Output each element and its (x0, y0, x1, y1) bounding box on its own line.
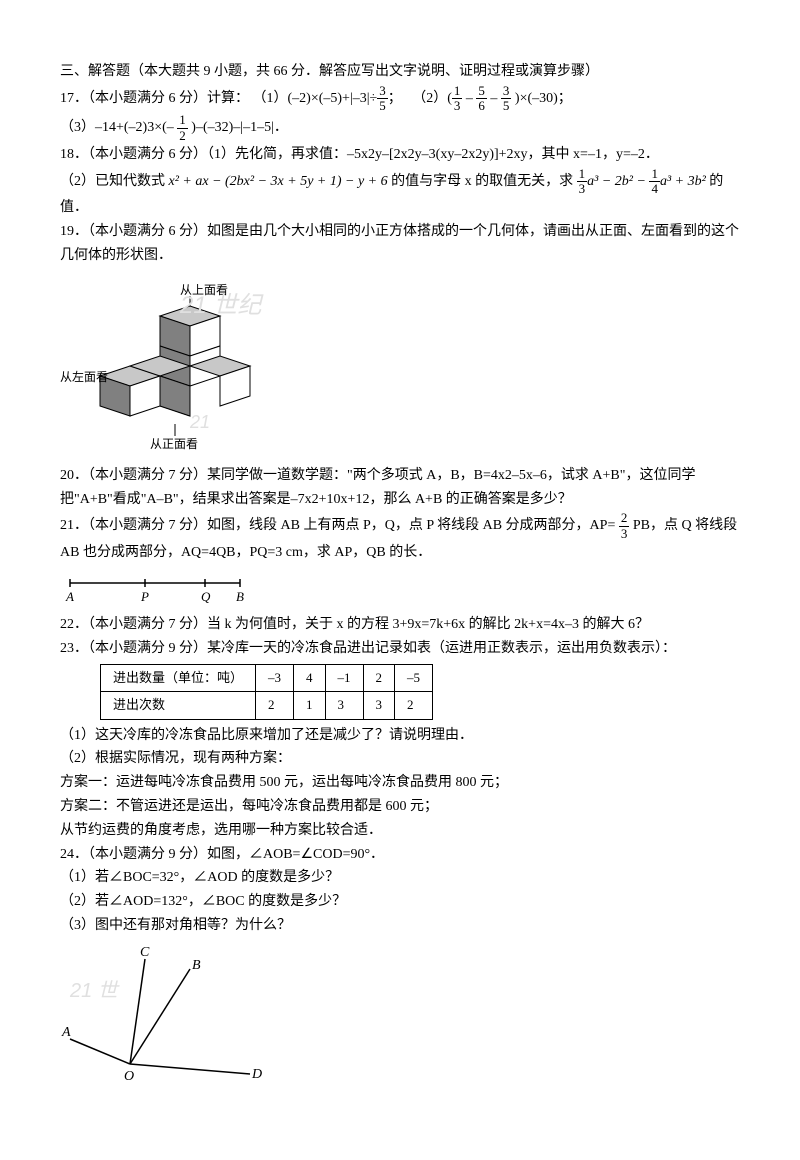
figure-cubes: 21 世纪 21 从上面看 (60, 276, 290, 456)
frac-2-3: 23 (619, 511, 630, 541)
pt-B: B (236, 589, 244, 604)
q23-head: 23．（本小题满分 9 分）某冷库一天的冷冻食品进出记录如表（运进用正数表示，运… (60, 637, 740, 661)
label-top: 从上面看 (180, 283, 228, 297)
q24-p1: （1）若∠BOC=32°，∠AOD 的度数是多少？ (60, 866, 740, 890)
pt-P: P (140, 589, 149, 604)
table-q23: 进出数量（单位：吨） –3 4 –1 2 –5 进出次数 2 1 3 3 2 (100, 664, 433, 719)
pt-O: O (124, 1069, 134, 1084)
section-heading: 三、解答题（本大题共 9 小题，共 66 分．解答应写出文字说明、证明过程或演算… (60, 60, 740, 84)
pt-A: A (61, 1025, 71, 1040)
table-row: 进出数量（单位：吨） –3 4 –1 2 –5 (101, 665, 433, 692)
figure-angles: 21 世 A C B D O (60, 944, 270, 1094)
q20: 20．（本小题满分 7 分）某同学做一道数学题："两个多项式 A，B，B=4x2… (60, 464, 740, 512)
q23-p5: 从节约运费的角度考虑，选用哪一种方案比较合适． (60, 819, 740, 843)
q17-p1a: （1）(–2)×(–5)+|–3|÷ (253, 91, 378, 106)
q23-p1: （1）这天冷库的冷冻食品比原来增加了还是减少了？请说明理由． (60, 724, 740, 748)
pt-Q: Q (201, 589, 211, 604)
q24-p3: （3）图中还有那对角相等？为什么？ (60, 914, 740, 938)
q22: 22．（本小题满分 7 分）当 k 为何值时，关于 x 的方程 3+9x=7k+… (60, 613, 740, 637)
q17: 17．（本小题满分 6 分）计算： （1）(–2)×(–5)+|–3|÷35； … (60, 84, 740, 114)
frac-1-4: 14 (649, 167, 660, 197)
q18-expr1: x² + ax − (2bx² − 3x + 5y + 1) − y + 6 (169, 174, 388, 189)
q18-p1: 18．（本小题满分 6 分）（1）先化简，再求值：–5x2y–[2x2y–3(x… (60, 143, 740, 167)
q23-p3: 方案一：运进每吨冷冻食品费用 500 元，运出每吨冷冻食品费用 800 元； (60, 771, 740, 795)
q17-p2a: （2）( (412, 91, 452, 106)
q17-p1b: ； (388, 91, 402, 106)
table-row: 进出次数 2 1 3 3 2 (101, 692, 433, 719)
frac-1-3: 13 (452, 84, 463, 114)
q21: 21．（本小题满分 7 分）如图，线段 AB 上有两点 P，Q，点 P 将线段 … (60, 511, 740, 564)
pt-B: B (192, 958, 201, 973)
q23-p2: （2）根据实际情况，现有两种方案： (60, 747, 740, 771)
q23-p4: 方案二：不管运进还是运出，每吨冷冻食品费用都是 600 元； (60, 795, 740, 819)
figure-segment: A P Q B (60, 571, 740, 607)
frac-3-5b: 35 (501, 84, 512, 114)
q17-head: 17．（本小题满分 6 分）计算： (60, 91, 249, 106)
pt-C: C (140, 945, 150, 960)
row2-head: 进出次数 (101, 692, 256, 719)
label-front: 从正面看 (150, 437, 198, 451)
row1-head: 进出数量（单位：吨） (101, 665, 256, 692)
q18-p2: （2）已知代数式 x² + ax − (2bx² − 3x + 5y + 1) … (60, 167, 740, 220)
pt-A: A (65, 589, 74, 604)
q24-head: 24．（本小题满分 9 分）如图，∠AOB=∠COD=90°． (60, 843, 740, 867)
frac-5-6: 56 (476, 84, 487, 114)
pt-D: D (251, 1067, 262, 1082)
frac-1-2: 12 (177, 113, 188, 143)
q24-p2: （2）若∠AOD=132°，∠BOC 的度数是多少？ (60, 890, 740, 914)
label-left: 从左面看 (60, 369, 108, 384)
frac-3-5: 35 (377, 84, 388, 114)
q17-line2: （3）–14+(–2)3×(– 12 )–(–32)–|–1–5|． (60, 113, 740, 143)
frac-1-3b: 13 (577, 167, 588, 197)
q19: 19．（本小题满分 6 分）如图是由几个大小相同的小正方体搭成的一个几何体，请画… (60, 220, 740, 268)
